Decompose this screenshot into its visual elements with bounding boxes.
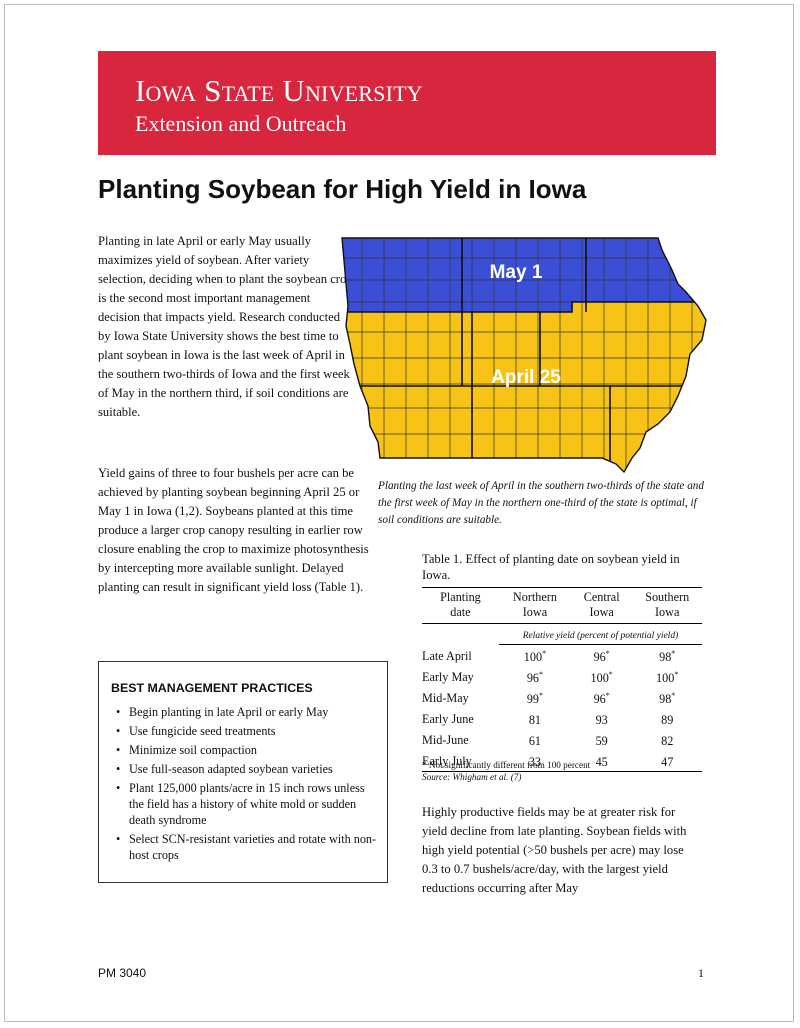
best-practices-box: BEST MANAGEMENT PRACTICES • Begin plantin… [98,661,388,883]
map-south-zone [342,312,706,472]
bullet-icon: • [116,743,121,757]
list-item-text: Plant 125,000 plants/acre in 15 inch row… [129,781,365,827]
region-borders [342,238,706,472]
list-item: • Use full-season adapted soybean varieti… [111,761,379,777]
map-northeast-yellow [572,302,706,326]
table-row: Mid-May 99* 96* 98* [422,690,676,707]
high-yield-risk-paragraph: Highly productive fields may be at great… [422,805,687,895]
list-item: • Use fungicide seed treatments [111,723,379,739]
university-name: Iowa State University [135,73,423,108]
table-row: Early May 96* 100* 100* [422,669,679,686]
page-frame [4,4,794,1022]
list-item-text: Use full-season adapted soybean varietie… [129,762,333,776]
yield-gains-paragraph: Yield gains of three to four bushels per… [98,466,369,594]
best-practices-heading: BEST MANAGEMENT PRACTICES [111,681,313,695]
col-header-northern: Northern Iowa [498,587,571,624]
list-item: • Select SCN-resistant varieties and rota… [111,831,379,863]
map-north-zone [342,238,706,312]
best-practices-list: • Begin planting in late April or early M… [111,704,379,866]
list-item-text: Select SCN-resistant varieties and rotat… [129,832,377,862]
publication-code: PM 3040 [98,966,147,980]
bullet-icon: • [116,724,121,738]
col-header-southern: Southern Iowa [632,587,702,624]
col-header-central: Central Iowa [570,587,633,624]
list-item-text: Begin planting in late April or early Ma… [129,705,329,719]
yield-table: Planting date Northern Iowa Central Iowa… [422,587,702,773]
table-row: Early July 33 45 47 [422,750,702,773]
iowa-planting-map: May 1 April 25 [341,237,707,474]
page-number: 1 [698,966,704,980]
iowa-outline [341,237,707,474]
county-grid [342,238,706,472]
table-row: Mid-June 61 59 82 [422,732,674,749]
bullet-icon: • [116,832,121,846]
bullet-icon: • [116,781,121,795]
intro-paragraph: Planting in late April or early May usua… [98,234,353,419]
relative-yield-subheader: Relative yield (percent of potential yie… [498,623,702,645]
list-item: • Plant 125,000 plants/acre in 15 inch ro… [111,780,379,828]
table-row: Late April 100* 96* 98* [422,648,676,665]
bullet-icon: • [116,705,121,719]
list-item-text: Use fungicide seed treatments [129,724,276,738]
list-item: • Minimize soil compaction [111,742,379,758]
col-header-planting-date: Planting date [422,587,499,624]
list-item-text: Minimize soil compaction [129,743,257,757]
bullet-icon: • [116,762,121,776]
map-caption: Planting the last week of April in the s… [378,480,704,526]
table-title: Table 1. Effect of planting date on soyb… [422,552,680,582]
page-title: Planting Soybean for High Yield in Iowa [98,174,587,204]
map-label-april-25: April 25 [491,367,561,388]
table-row: Early June 81 93 89 [422,711,674,728]
table-footnote: * Not significantly different from 100 p… [422,760,591,770]
table-source: Source: Whigham et al. (7) [422,772,522,782]
table-notes: * Not significantly different from 100 p… [422,759,702,783]
map-label-may-1: May 1 [490,262,543,283]
header-banner: Iowa State University Extension and Outr… [98,51,716,155]
extension-unit: Extension and Outreach [135,111,347,136]
list-item: • Begin planting in late April or early M… [111,704,379,720]
